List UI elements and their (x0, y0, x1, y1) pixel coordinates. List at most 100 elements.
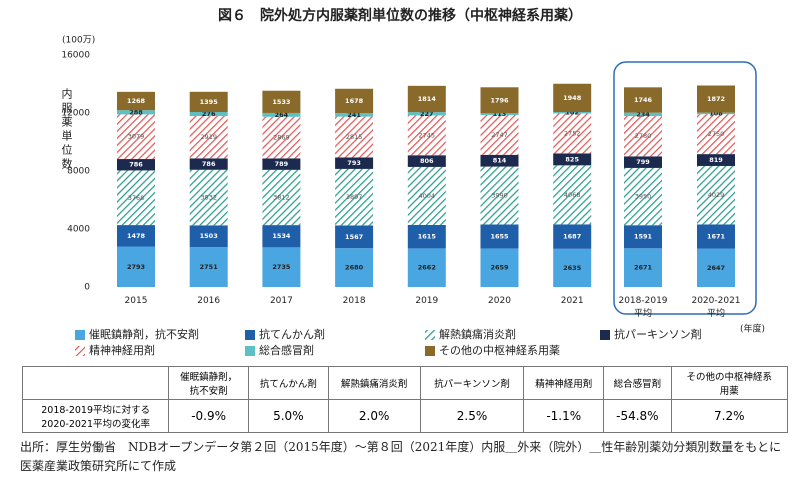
data-label: 2919 (200, 133, 217, 141)
data-label: 3812 (273, 193, 290, 201)
data-label: 2735 (272, 263, 291, 271)
data-label: 2662 (418, 264, 436, 272)
table-corner (21, 366, 170, 400)
x-tick-label: 2018 (343, 296, 366, 306)
bar-segment (189, 247, 228, 287)
y-tick-label: 0 (84, 283, 90, 293)
bar-segment (697, 112, 735, 115)
legend-label: 抗パーキンソン剤 (614, 327, 702, 341)
bar-segment (407, 155, 446, 167)
data-label: 2659 (490, 264, 509, 272)
legend-swatch (75, 346, 85, 356)
bar-segment (335, 168, 374, 226)
bar-segment (624, 116, 662, 157)
data-label: 786 (202, 160, 216, 168)
legend-label: 精神神経用剤 (89, 343, 155, 357)
bar-segment (624, 167, 662, 226)
bar-segment (407, 112, 446, 116)
bar-segment (480, 113, 519, 115)
x-tick-line: 2020-2021 (691, 296, 740, 306)
y-unit: (100万) (62, 36, 95, 46)
table-header: 精神神経用剤 (523, 366, 605, 400)
data-label: 819 (709, 156, 723, 164)
legend-label: 催眠鎮静剤，抗不安剤 (89, 327, 199, 341)
data-label: 3768 (128, 194, 145, 202)
bar-segment (117, 170, 155, 226)
data-label: 2635 (563, 264, 582, 272)
data-label: 4029 (708, 191, 725, 199)
bar-segment (262, 247, 301, 287)
data-label: 288 (129, 108, 143, 116)
legend-swatch (600, 330, 610, 340)
data-label: 1591 (634, 233, 653, 241)
bar-segment (480, 224, 519, 249)
x-tick-line: 平均 (634, 307, 652, 319)
bar-segment (335, 157, 374, 169)
bar-segment (117, 246, 155, 287)
data-label: 2793 (127, 263, 145, 271)
data-label: 3950 (635, 193, 652, 201)
x-tick-label: 2018-2019 平均 (618, 296, 667, 319)
data-label: 3832 (200, 194, 217, 202)
table-cell: -1.1% (523, 399, 605, 433)
table-cell: 7.2% (670, 399, 789, 433)
data-label: 1814 (418, 95, 437, 103)
bar-segment (624, 156, 662, 168)
bar-segment (335, 116, 374, 158)
data-label: 2780 (635, 132, 652, 140)
table-cell: -54.8% (603, 399, 672, 433)
data-label: 1655 (490, 232, 509, 240)
bar-segment (262, 116, 301, 159)
table-header: 総合感冒剤 (603, 366, 672, 400)
bar-segment (697, 248, 735, 287)
chart: 図６ 院外処方内服薬剤単位数の推移（中枢神経系用薬） (100万) (年度) 内… (60, 7, 765, 357)
data-label: 793 (347, 159, 361, 167)
data-label: 814 (493, 157, 507, 165)
bar-segment (262, 158, 301, 170)
y-tick-label: 4000 (67, 225, 90, 235)
legend-swatch (75, 330, 85, 340)
data-label: 2680 (345, 264, 364, 272)
bar-segment (189, 158, 228, 170)
bar-segment (189, 116, 228, 159)
x-tick-line: 2020 (488, 296, 511, 306)
bar-segment (117, 110, 155, 115)
data-label: 113 (493, 110, 507, 118)
data-label: 2815 (346, 133, 363, 141)
bar-segment (553, 83, 592, 112)
bar-segment (189, 169, 228, 226)
bar-segment (262, 169, 301, 226)
x-tick-line: 平均 (707, 307, 725, 319)
x-tick-label: 2020 (488, 296, 511, 306)
data-label: 4004 (419, 192, 436, 200)
legend-label: 解熱鎮痛消炎剤 (439, 327, 516, 341)
table-cell: 2.0% (327, 399, 421, 433)
data-label: 1533 (272, 98, 290, 106)
bar-segment (553, 248, 592, 287)
bar-segment (262, 112, 301, 117)
table-cell: 5.0% (248, 399, 329, 433)
bar-segment (697, 224, 735, 249)
data-label: 786 (129, 161, 143, 169)
x-tick-line: 2019 (415, 296, 438, 306)
data-label: 3079 (128, 133, 145, 141)
table-cell: 2.5% (419, 399, 525, 433)
data-label: 276 (202, 110, 216, 118)
bar-segment (117, 114, 155, 160)
x-tick-line: 2016 (197, 296, 220, 306)
bar-segment (624, 87, 662, 113)
x-tick-label: 2016 (197, 296, 220, 306)
bar-segment (335, 225, 374, 249)
bar-segment (480, 248, 519, 287)
data-label: 1268 (127, 97, 146, 105)
data-label: 1872 (707, 95, 725, 103)
data-label: 1746 (634, 96, 653, 104)
bar-segment (189, 225, 228, 248)
bar-segment (697, 154, 735, 166)
bar-segment (262, 90, 301, 113)
table: 催眠鎮静剤， 抗不安剤 抗てんかん剤 解熱鎮痛消炎剤 抗パーキンソン剤 精神神経用剤 総合… (21, 366, 789, 433)
chart-title: 図６ 院外処方内服薬剤単位数の推移（中枢神経系用薬） (218, 7, 582, 24)
legend-label: 抗てんかん剤 (259, 327, 325, 341)
y-tick-label: 12000 (61, 109, 90, 119)
data-label: 1678 (345, 97, 364, 105)
